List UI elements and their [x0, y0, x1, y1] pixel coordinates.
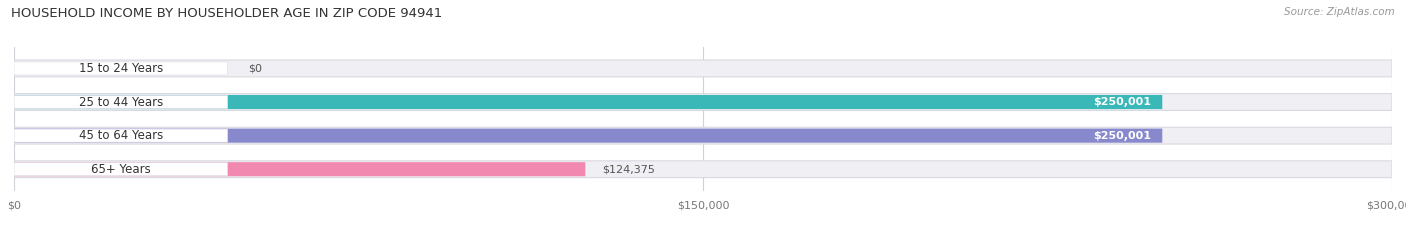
- FancyBboxPatch shape: [14, 127, 1392, 144]
- Text: HOUSEHOLD INCOME BY HOUSEHOLDER AGE IN ZIP CODE 94941: HOUSEHOLD INCOME BY HOUSEHOLDER AGE IN Z…: [11, 7, 443, 20]
- Text: 45 to 64 Years: 45 to 64 Years: [79, 129, 163, 142]
- Text: $250,001: $250,001: [1094, 97, 1152, 107]
- Text: $124,375: $124,375: [602, 164, 655, 174]
- FancyBboxPatch shape: [14, 163, 228, 176]
- FancyBboxPatch shape: [14, 129, 1163, 143]
- FancyBboxPatch shape: [14, 60, 1392, 77]
- FancyBboxPatch shape: [14, 162, 585, 176]
- FancyBboxPatch shape: [14, 161, 1392, 178]
- FancyBboxPatch shape: [14, 96, 228, 109]
- Text: Source: ZipAtlas.com: Source: ZipAtlas.com: [1284, 7, 1395, 17]
- Text: $0: $0: [249, 63, 263, 73]
- Text: 15 to 24 Years: 15 to 24 Years: [79, 62, 163, 75]
- FancyBboxPatch shape: [14, 94, 1392, 110]
- FancyBboxPatch shape: [14, 129, 228, 142]
- FancyBboxPatch shape: [14, 95, 1163, 109]
- FancyBboxPatch shape: [14, 62, 228, 75]
- Text: $250,001: $250,001: [1094, 131, 1152, 141]
- Text: 25 to 44 Years: 25 to 44 Years: [79, 96, 163, 109]
- Text: 65+ Years: 65+ Years: [91, 163, 150, 176]
